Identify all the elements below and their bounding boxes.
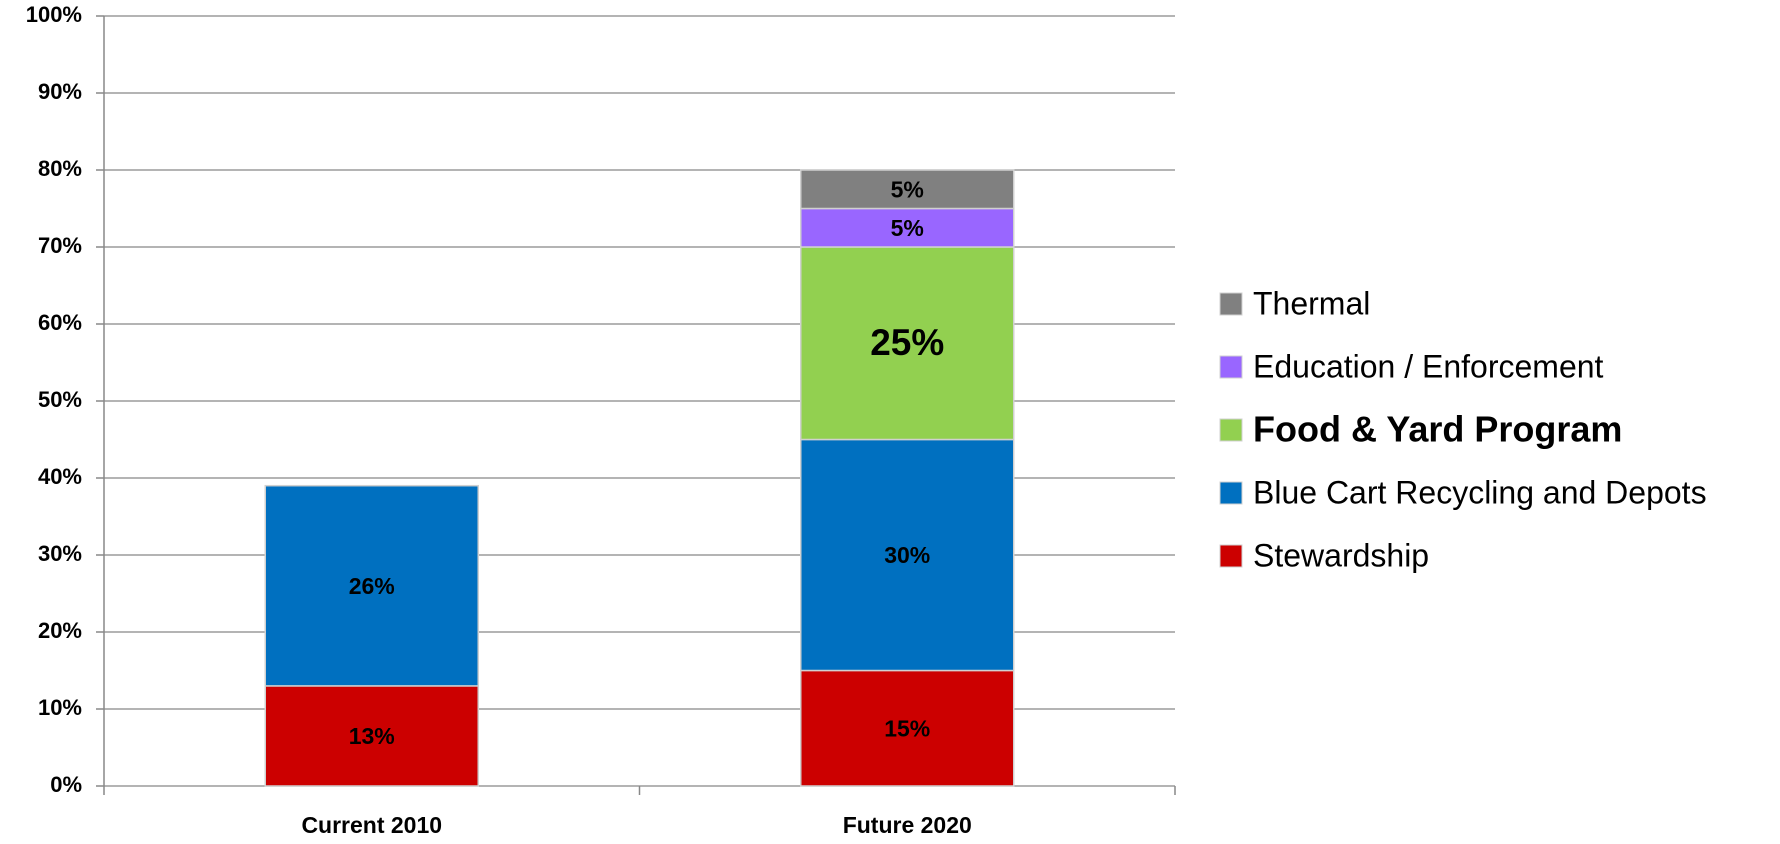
y-tick-label: 90%: [38, 79, 82, 104]
legend-label: Blue Cart Recycling and Depots: [1253, 474, 1707, 510]
data-label: 26%: [349, 573, 395, 599]
y-tick-label: 80%: [38, 156, 82, 181]
y-tick-label: 40%: [38, 464, 82, 489]
x-tick-label: Current 2010: [301, 812, 442, 838]
legend-label: Thermal: [1253, 285, 1370, 321]
legend-label: Stewardship: [1253, 537, 1429, 573]
y-tick-label: 30%: [38, 541, 82, 566]
y-tick-label: 0%: [50, 772, 82, 797]
data-label: 25%: [870, 322, 944, 363]
legend-label: Food & Yard Program: [1253, 409, 1622, 450]
legend-label: Education / Enforcement: [1253, 348, 1604, 384]
y-tick-label: 100%: [26, 2, 82, 27]
y-tick-label: 70%: [38, 233, 82, 258]
bar-segment: [800, 669, 1015, 787]
y-tick-label: 60%: [38, 310, 82, 335]
legend-marker: [1219, 481, 1243, 505]
data-label: 30%: [884, 542, 930, 568]
legend-marker: [1219, 418, 1243, 442]
legend-marker: [1219, 355, 1243, 379]
x-tick-label: Future 2020: [843, 812, 972, 838]
data-label: 5%: [891, 176, 924, 202]
bar-segment: [800, 246, 1015, 441]
y-tick-label: 20%: [38, 618, 82, 643]
data-label: 15%: [884, 715, 930, 741]
y-tick-label: 50%: [38, 387, 82, 412]
legend-marker: [1219, 544, 1243, 568]
bar-segment: [800, 169, 1015, 210]
data-label: 5%: [891, 215, 924, 241]
bar-segment: [264, 685, 479, 787]
bar-segment: [264, 484, 479, 687]
bar-segment: [800, 438, 1015, 672]
bar-segment: [800, 207, 1015, 248]
y-tick-label: 10%: [38, 695, 82, 720]
legend-marker: [1219, 292, 1243, 316]
data-label: 13%: [349, 723, 395, 749]
